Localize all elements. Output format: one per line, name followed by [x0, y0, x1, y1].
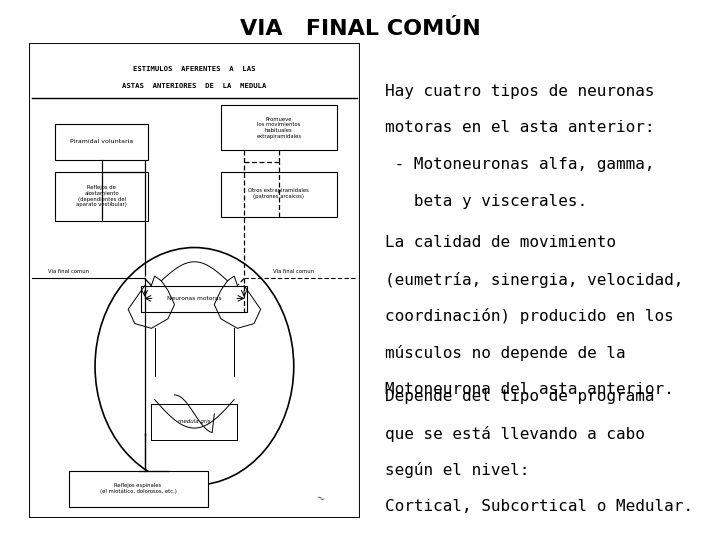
Bar [55, 124, 148, 160]
Text: Motoneurona del asta anterior.: Motoneurona del asta anterior. [385, 382, 674, 397]
Bar [68, 471, 207, 507]
Text: coordinación) producido en los: coordinación) producido en los [385, 308, 674, 325]
Bar [141, 286, 248, 312]
Text: Reflejos espinales
(el miotático, dolorosos, etc.): Reflejos espinales (el miotático, doloro… [99, 483, 176, 494]
Text: que se está llevando a cabo: que se está llevando a cabo [385, 426, 645, 442]
Text: La calidad de movimiento: La calidad de movimiento [385, 235, 616, 250]
Bar [55, 172, 148, 221]
Text: ASTAS  ANTERIORES  DE  LA  MEDULA: ASTAS ANTERIORES DE LA MEDULA [122, 83, 266, 89]
Text: motoras en el asta anterior:: motoras en el asta anterior: [385, 120, 654, 136]
Text: ESTIMULOS  AFERENTES  A  LAS: ESTIMULOS AFERENTES A LAS [133, 66, 256, 72]
Text: beta y viscerales.: beta y viscerales. [385, 194, 588, 209]
FancyBboxPatch shape [151, 404, 238, 440]
Text: Via final comun: Via final comun [48, 269, 89, 274]
Text: (eumetría, sinergia, velocidad,: (eumetría, sinergia, velocidad, [385, 272, 683, 288]
Text: Cortical, Subcortical o Medular.: Cortical, Subcortical o Medular. [385, 499, 693, 514]
Bar [221, 105, 337, 150]
Text: Depende del tipo de programa: Depende del tipo de programa [385, 389, 654, 404]
Text: ~: ~ [314, 493, 326, 505]
Text: Hay cuatro tipos de neuronas: Hay cuatro tipos de neuronas [385, 84, 654, 99]
Text: Neuronas motoras: Neuronas motoras [167, 296, 222, 301]
Text: Otros extrapiramidales
(patrones arcaicos): Otros extrapiramidales (patrones arcaico… [248, 188, 310, 199]
Text: - Motoneuronas alfa, gamma,: - Motoneuronas alfa, gamma, [385, 157, 654, 172]
Bar [221, 172, 337, 217]
Ellipse shape [95, 247, 294, 485]
Text: VIA   FINAL COMÚN: VIA FINAL COMÚN [240, 19, 480, 39]
Text: Reflejos de
alostamiento
(dependientes del
aparato vestibular): Reflejos de alostamiento (dependientes d… [76, 185, 127, 207]
Text: medula gris: medula gris [178, 420, 211, 424]
Text: músculos no depende de la: músculos no depende de la [385, 345, 626, 361]
Text: Promueve
los movimientos
habituales
extrapiramidales: Promueve los movimientos habituales extr… [256, 117, 302, 139]
Text: Via final comun: Via final comun [274, 269, 314, 274]
Text: según el nivel:: según el nivel: [385, 462, 530, 478]
Text: Piramidal voluntaria: Piramidal voluntaria [70, 139, 133, 144]
